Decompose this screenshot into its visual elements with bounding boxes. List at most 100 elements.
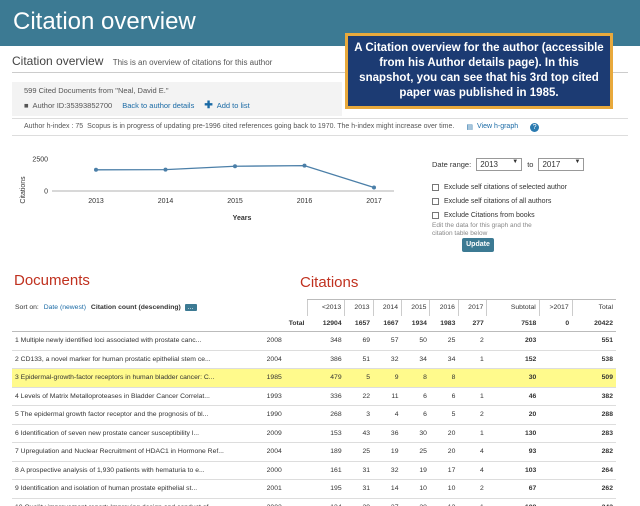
exclude-options: Exclude self citations of selected autho…	[432, 180, 567, 222]
total-cell: 1667	[373, 315, 402, 332]
date-range-label: Date range:	[432, 160, 472, 169]
table-header-row: Sort on: Date (newest) Citation count (d…	[12, 299, 616, 316]
document-title[interactable]: 8 A prospective analysis of 1,930 patien…	[12, 461, 264, 480]
row-number: 4	[15, 392, 19, 400]
col-header: 2017	[457, 299, 487, 316]
total-cell: 551	[572, 331, 616, 351]
data-point[interactable]	[372, 185, 376, 190]
document-title[interactable]: 3 Epidermal-growth-factor receptors in h…	[12, 368, 264, 388]
document-title[interactable]: 6 Identification of seven new prostate c…	[12, 424, 264, 443]
total-cell: 262	[572, 479, 616, 499]
citation-cell: 69	[344, 331, 374, 351]
document-title[interactable]: 10 Quality improvement report: Improving…	[12, 498, 264, 506]
author-id: Author ID:35393852700	[32, 101, 113, 110]
table-row[interactable]: 7 Upregulation and Nuclear Recruitment o…	[12, 442, 616, 462]
document-title-text[interactable]: The epidermal growth factor receptor and…	[20, 411, 209, 419]
citation-cell: 19	[401, 461, 430, 480]
help-icon[interactable]: ?	[530, 123, 540, 132]
document-title[interactable]: 7 Upregulation and Nuclear Recruitment o…	[12, 442, 264, 462]
graph-icon[interactable]: ▤	[466, 124, 473, 131]
citation-cell: 8	[401, 368, 430, 388]
after-cell	[539, 461, 573, 480]
edit-note: Edit the data for this graph and the cit…	[432, 222, 532, 237]
document-title-text[interactable]: Upregulation and Nuclear Recruitment of …	[20, 448, 224, 456]
plus-icon[interactable]: ✚	[204, 100, 213, 111]
total-cell: 20422	[572, 315, 616, 332]
date-from-select[interactable]: 2013 ▼	[476, 158, 523, 171]
subheader-title: Citation overview	[12, 54, 104, 68]
checkbox[interactable]	[432, 183, 439, 191]
total-cell: 264	[572, 461, 616, 480]
add-to-list-link[interactable]: Add to list	[216, 101, 250, 110]
table-row[interactable]: 6 Identification of seven new prostate c…	[12, 424, 616, 443]
citations-line	[95, 164, 375, 189]
total-cell: 12904	[307, 315, 345, 332]
pub-year: 2008	[263, 331, 308, 351]
y-axis-label: Citations	[20, 176, 27, 204]
document-title[interactable]: 9 Identification and isolation of human …	[12, 479, 264, 499]
table-row[interactable]: 2 CD133, a novel marker for human prosta…	[12, 350, 616, 369]
totals-spacer	[12, 315, 264, 332]
citations-chart: Citations 2500 0 2013 2014 2015 2016 2017 Yea…	[20, 157, 394, 222]
table-row[interactable]: 1 Multiple newly identified loci associa…	[12, 331, 616, 351]
col-header: 2013	[344, 299, 374, 316]
after-cell	[539, 424, 573, 443]
exclude-books[interactable]: Exclude Citations from books	[432, 208, 567, 222]
document-title[interactable]: 5 The epidermal growth factor receptor a…	[12, 405, 264, 425]
table-row[interactable]: 3 Epidermal-growth-factor receptors in h…	[12, 368, 616, 388]
checkbox-label: Exclude self citations of selected autho…	[444, 183, 567, 191]
document-title[interactable]: 1 Multiple newly identified loci associa…	[12, 331, 264, 351]
citation-cell: 34	[429, 350, 459, 369]
more-options-button[interactable]: ...	[184, 303, 197, 311]
hindex-label: Author h-index : 75	[24, 123, 84, 130]
y-tick-label: 2500	[32, 157, 48, 164]
table-row[interactable]: 5 The epidermal growth factor receptor a…	[12, 405, 616, 425]
document-title-text[interactable]: Identification of seven new prostate can…	[20, 429, 199, 437]
citation-cell: 29	[344, 498, 374, 506]
row-number: 1	[15, 337, 19, 345]
update-button[interactable]: Update	[462, 238, 494, 252]
checkbox[interactable]	[432, 197, 439, 205]
document-title-text[interactable]: Epidermal-growth-factor receptors in hum…	[20, 374, 215, 382]
document-title-text[interactable]: Multiple newly identified loci associate…	[20, 337, 202, 345]
table-row[interactable]: 8 A prospective analysis of 1,930 patien…	[12, 461, 616, 480]
document-title[interactable]: 4 Levels of Matrix Metalloproteases in B…	[12, 387, 264, 406]
citation-cell: 6	[429, 387, 459, 406]
citation-cell: 189	[307, 442, 345, 462]
document-title[interactable]: 2 CD133, a novel marker for human prosta…	[12, 350, 264, 369]
document-title-text[interactable]: Levels of Matrix Metalloproteases in Bla…	[20, 392, 210, 400]
table-row[interactable]: 10 Quality improvement report: Improving…	[12, 498, 616, 506]
sort-citation-option[interactable]: Citation count (descending)	[90, 303, 181, 311]
pub-year: 2009	[263, 424, 308, 443]
sort-date-option[interactable]: Date (newest)	[43, 303, 87, 311]
table-row[interactable]: 9 Identification and isolation of human …	[12, 479, 616, 499]
citation-cell: 14	[373, 479, 402, 499]
data-point[interactable]	[233, 164, 237, 169]
exclude-self-selected[interactable]: Exclude self citations of selected autho…	[432, 180, 567, 194]
view-hgraph-link[interactable]: View h-graph	[476, 123, 519, 130]
author-info-box: 599 Cited Documents from "Neal, David E.…	[12, 82, 342, 116]
document-title-text[interactable]: CD133, a novel marker for human prostati…	[20, 355, 211, 363]
document-title-text[interactable]: Identification and isolation of human pr…	[20, 485, 198, 493]
sort-label: Sort on:	[15, 303, 39, 311]
after-cell	[539, 479, 573, 499]
document-title-text[interactable]: Quality improvement report: Improving de…	[24, 504, 216, 506]
row-number: 2	[15, 355, 19, 363]
data-point[interactable]	[94, 167, 98, 172]
page-banner: Citation overview	[0, 0, 640, 46]
exclude-self-all[interactable]: Exclude self citations of all authors	[432, 194, 567, 208]
citation-cell: 4	[458, 442, 487, 462]
data-point[interactable]	[163, 167, 168, 172]
table-row[interactable]: 4 Levels of Matrix Metalloproteases in B…	[12, 387, 616, 406]
chevron-down-icon: ▼	[512, 159, 519, 165]
total-cell: 283	[572, 424, 616, 443]
back-to-author-link[interactable]: Back to author details	[122, 101, 195, 110]
document-title-text[interactable]: A prospective analysis of 1,930 patients…	[20, 466, 205, 474]
checkbox[interactable]	[432, 211, 439, 219]
subtotal-cell: 67	[486, 479, 540, 499]
date-from-value: 2013	[480, 160, 498, 169]
data-point[interactable]	[302, 163, 307, 168]
row-number: 10	[15, 504, 23, 506]
date-to-select[interactable]: 2017 ▼	[538, 158, 585, 171]
subheader: Citation overview This is an overview of…	[12, 54, 272, 68]
